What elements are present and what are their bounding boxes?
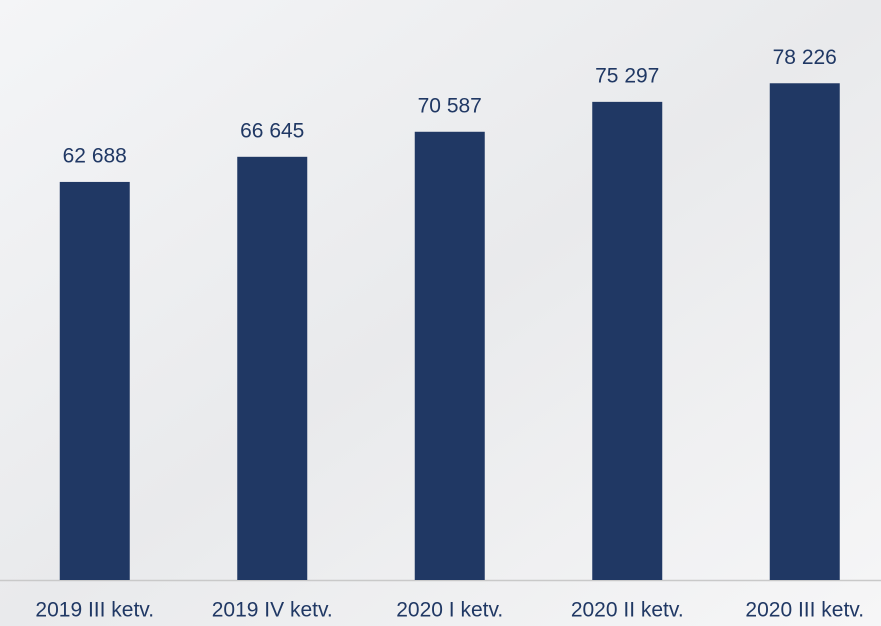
- x-tick-label: 2019 IV ketv.: [212, 599, 333, 622]
- bar: [769, 83, 840, 581]
- bar: [592, 101, 663, 581]
- x-tick-label: 2020 III ketv.: [745, 599, 864, 622]
- value-label: 62 688: [63, 144, 127, 167]
- bar: [59, 181, 130, 580]
- bar: [414, 131, 485, 580]
- value-label: 66 645: [240, 119, 304, 142]
- value-label: 70 587: [418, 94, 482, 117]
- x-tick-label: 2020 I ketv.: [396, 599, 503, 622]
- x-tick-label: 2020 II ketv.: [571, 599, 684, 622]
- x-tick-label: 2019 III ketv.: [35, 599, 154, 622]
- value-label: 75 297: [595, 64, 659, 87]
- bar: [237, 156, 308, 580]
- value-label: 78 226: [773, 46, 837, 69]
